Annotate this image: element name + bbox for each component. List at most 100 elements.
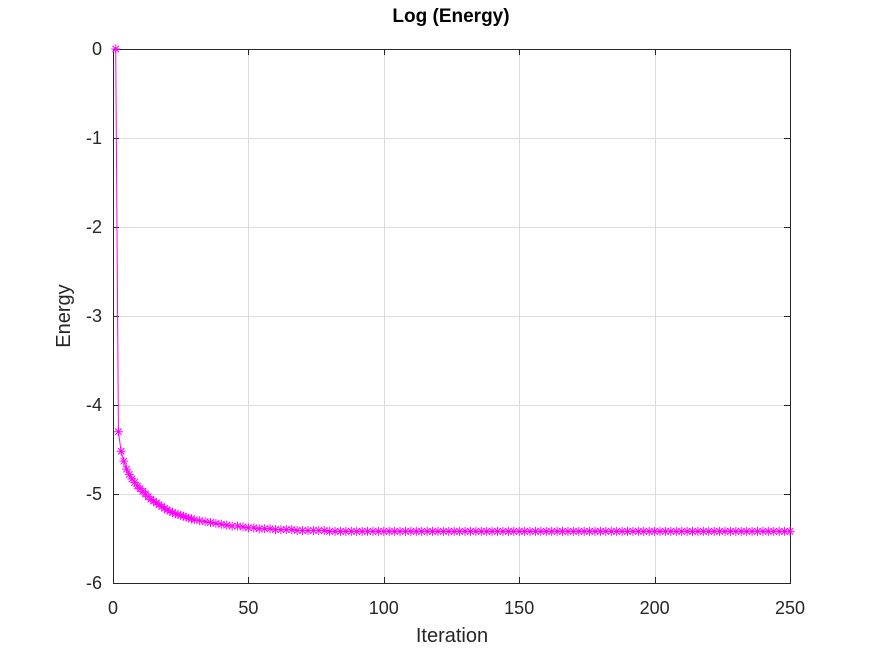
data-point-44 — [270, 525, 280, 535]
data-point-24 — [176, 510, 186, 520]
data-point-133 — [753, 526, 763, 536]
data-point-6 — [127, 474, 137, 484]
data-point-102 — [585, 526, 595, 536]
data-point-119 — [677, 526, 687, 536]
data-point-5 — [124, 469, 134, 479]
data-point-123 — [698, 526, 708, 536]
data-point-16 — [154, 500, 164, 510]
data-point-14 — [149, 496, 159, 506]
data-point-98 — [563, 526, 573, 536]
data-point-20 — [165, 506, 175, 516]
data-point-63 — [373, 526, 383, 536]
data-point-104 — [595, 526, 605, 536]
data-point-118 — [671, 526, 681, 536]
data-point-113 — [644, 526, 654, 536]
y-tick-label: -5 — [86, 484, 102, 504]
data-point-88 — [509, 526, 519, 536]
data-point-120 — [682, 526, 692, 536]
data-point-33 — [211, 518, 221, 528]
data-point-112 — [639, 526, 649, 536]
data-point-122 — [693, 526, 703, 536]
data-point-34 — [216, 519, 226, 529]
data-point-15 — [151, 498, 161, 508]
data-point-75 — [438, 526, 448, 536]
data-point-97 — [558, 526, 568, 536]
data-point-121 — [688, 526, 698, 536]
data-point-85 — [493, 526, 503, 536]
data-point-105 — [601, 526, 611, 536]
data-point-39 — [243, 523, 253, 533]
data-point-40 — [249, 523, 259, 533]
data-point-58 — [346, 526, 356, 536]
data-point-17 — [157, 501, 167, 511]
data-point-70 — [411, 526, 421, 536]
data-point-80 — [465, 526, 475, 536]
data-point-30 — [195, 516, 205, 526]
data-point-89 — [514, 526, 524, 536]
data-point-3 — [119, 456, 129, 466]
data-point-46 — [281, 525, 291, 535]
data-point-35 — [222, 520, 232, 530]
data-point-99 — [568, 526, 578, 536]
data-point-66 — [390, 526, 400, 536]
data-point-103 — [590, 526, 600, 536]
data-point-125 — [709, 526, 719, 536]
x-tick-label: 150 — [504, 598, 534, 618]
data-point-48 — [292, 525, 302, 535]
data-point-79 — [460, 526, 470, 536]
data-point-132 — [747, 526, 757, 536]
data-point-52 — [314, 525, 324, 535]
data-point-116 — [660, 526, 670, 536]
data-point-94 — [541, 526, 551, 536]
data-point-109 — [623, 526, 633, 536]
data-point-129 — [731, 526, 741, 536]
data-point-92 — [530, 526, 540, 536]
x-tick-label: 250 — [775, 598, 805, 618]
data-point-61 — [363, 526, 373, 536]
y-tick-label: -3 — [86, 306, 102, 326]
data-point-31 — [200, 517, 210, 527]
data-point-55 — [330, 526, 340, 536]
data-point-37 — [233, 521, 243, 531]
data-point-28 — [187, 514, 197, 524]
data-point-76 — [444, 526, 454, 536]
data-point-95 — [547, 526, 557, 536]
data-point-29 — [189, 515, 199, 525]
data-point-131 — [742, 526, 752, 536]
data-point-0 — [111, 44, 121, 54]
y-tick-label: -1 — [86, 128, 102, 148]
data-point-71 — [417, 526, 427, 536]
data-point-77 — [449, 526, 459, 536]
data-point-23 — [173, 509, 183, 519]
data-point-38 — [238, 522, 248, 532]
data-point-107 — [612, 526, 622, 536]
data-point-65 — [384, 526, 394, 536]
data-point-43 — [265, 524, 275, 534]
x-axis-label: Iteration — [416, 625, 488, 647]
data-point-69 — [406, 526, 416, 536]
y-axis-label: Energy — [53, 284, 75, 347]
data-point-115 — [655, 526, 665, 536]
data-point-53 — [319, 525, 329, 535]
chart-title: Log (Energy) — [392, 6, 509, 27]
data-point-7 — [130, 477, 140, 487]
data-point-114 — [650, 526, 660, 536]
data-point-25 — [178, 511, 188, 521]
data-point-130 — [736, 526, 746, 536]
y-tick-label: -4 — [86, 395, 102, 415]
data-point-90 — [520, 526, 530, 536]
data-point-21 — [168, 508, 178, 518]
data-point-135 — [763, 526, 773, 536]
data-point-60 — [357, 526, 367, 536]
data-point-36 — [227, 521, 237, 531]
data-point-83 — [482, 526, 492, 536]
data-point-57 — [341, 526, 351, 536]
data-point-87 — [503, 526, 513, 536]
data-point-96 — [552, 526, 562, 536]
data-point-64 — [379, 526, 389, 536]
data-point-111 — [633, 526, 643, 536]
data-point-139 — [785, 526, 795, 536]
data-point-50 — [303, 525, 313, 535]
